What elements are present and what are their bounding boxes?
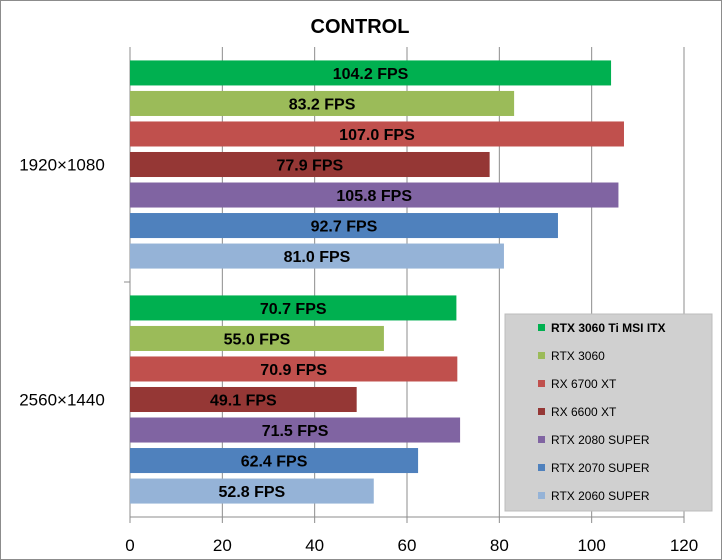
data-label: 77.9 FPS	[276, 158, 343, 175]
data-label: 107.0 FPS	[339, 127, 415, 144]
x-tick-label: 0	[125, 536, 134, 555]
data-label: 49.1 FPS	[210, 393, 277, 410]
legend-swatch	[538, 408, 545, 415]
legend-swatch	[538, 352, 545, 359]
legend-swatch	[538, 380, 545, 387]
data-label: 105.8 FPS	[336, 188, 412, 205]
x-tick-label: 60	[398, 536, 417, 555]
bar	[130, 417, 461, 443]
bar	[130, 243, 504, 269]
x-tick-label: 100	[577, 536, 605, 555]
bar	[130, 121, 624, 147]
bar	[130, 356, 458, 382]
legend-label: RTX 3060 Ti MSI ITX	[551, 321, 665, 335]
bar	[130, 478, 374, 504]
legend-swatch	[538, 464, 545, 471]
legend-swatch	[538, 324, 545, 331]
legend-label: RTX 2070 SUPER	[551, 461, 650, 475]
legend-label: RTX 2080 SUPER	[551, 433, 650, 447]
x-tick-label: 40	[305, 536, 324, 555]
legend-swatch	[538, 492, 545, 499]
x-tick-labels: 0 20 40 60 80 100 120	[125, 536, 698, 555]
data-label: 62.4 FPS	[241, 454, 308, 471]
data-label: 81.0 FPS	[284, 249, 351, 266]
category-label: 2560×1440	[19, 391, 105, 410]
legend-label: RX 6700 XT	[551, 377, 617, 391]
bar	[130, 386, 357, 413]
bar	[130, 90, 515, 116]
data-labels: 104.2 FPS 83.2 FPS 107.0 FPS 77.9 FPS 105.8 …	[210, 66, 415, 501]
x-tick-label: 80	[490, 536, 509, 555]
x-tick-label: 20	[213, 536, 232, 555]
legend-box	[504, 313, 713, 512]
bar	[130, 448, 419, 474]
bars	[130, 60, 624, 504]
data-label: 83.2 FPS	[289, 96, 356, 113]
legend: RTX 3060 Ti MSI ITX RTX 3060 RX 6700 XT RX …	[504, 313, 713, 512]
legend-swatch	[538, 436, 545, 443]
bar	[130, 295, 457, 321]
category-label: 1920×1080	[19, 156, 105, 175]
bar	[130, 213, 558, 239]
legend-label: RX 6600 XT	[551, 405, 617, 419]
data-label: 70.7 FPS	[260, 301, 327, 318]
category-labels: 1920×1080 2560×1440	[19, 156, 105, 410]
data-label: 55.0 FPS	[224, 331, 291, 348]
legend-label: RTX 3060	[551, 349, 605, 363]
bar	[130, 182, 619, 208]
data-label: 71.5 FPS	[262, 423, 329, 440]
x-tick-label: 120	[670, 536, 698, 555]
data-label: 52.8 FPS	[219, 484, 286, 501]
bar	[130, 60, 612, 86]
bar	[130, 325, 384, 351]
data-label: 70.9 FPS	[260, 362, 327, 379]
chart-title: CONTROL	[311, 16, 410, 38]
legend-label: RTX 2060 SUPER	[551, 489, 650, 503]
data-label: 92.7 FPS	[311, 219, 378, 236]
bar	[130, 151, 490, 178]
data-label: 104.2 FPS	[333, 66, 409, 83]
